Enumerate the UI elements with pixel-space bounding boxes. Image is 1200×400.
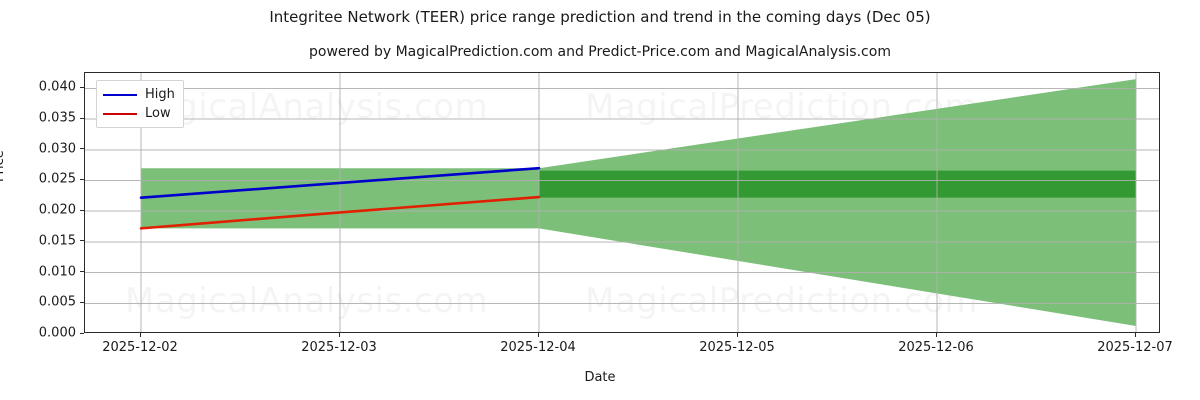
legend-item-high[interactable]: High [103, 85, 175, 104]
x-tick-mark [736, 333, 738, 337]
y-tick-label: 0.000 [38, 325, 76, 341]
x-tick-label: 2025-12-02 [102, 340, 178, 355]
x-tick-mark [935, 333, 937, 337]
y-tick-label: 0.035 [38, 110, 76, 126]
x-tick-mark [338, 333, 340, 337]
y-tick-mark [80, 301, 84, 303]
y-tick-mark [80, 240, 84, 242]
x-tick-label: 2025-12-04 [500, 340, 576, 355]
forecast-cone-light [539, 79, 1136, 327]
legend-swatch-high [103, 93, 137, 96]
x-tick-label: 2025-12-07 [1097, 340, 1173, 355]
legend-swatch-low [103, 112, 137, 115]
y-tick-label: 0.040 [38, 79, 76, 95]
legend-item-low[interactable]: Low [103, 104, 175, 123]
plot-area: MagicalAnalysis.com MagicalPrediction.co… [84, 72, 1160, 333]
x-axis-label: Date [584, 370, 616, 385]
y-tick-mark [80, 178, 84, 180]
chart-title: Integritee Network (TEER) price range pr… [269, 8, 931, 26]
y-tick-label: 0.005 [38, 294, 76, 310]
x-tick-mark [1134, 333, 1136, 337]
y-tick-mark [80, 86, 84, 88]
legend-label-low: Low [145, 106, 171, 121]
legend-label-high: High [145, 87, 175, 102]
y-tick-label: 0.030 [38, 141, 76, 157]
y-tick-mark [80, 209, 84, 211]
x-tick-mark [537, 333, 539, 337]
y-tick-label: 0.015 [38, 233, 76, 249]
x-tick-label: 2025-12-03 [301, 340, 377, 355]
chart-legend: High Low [96, 80, 184, 128]
y-tick-mark [80, 117, 84, 119]
x-tick-label: 2025-12-05 [699, 340, 775, 355]
y-tick-mark [80, 271, 84, 273]
chart-subtitle: powered by MagicalPrediction.com and Pre… [309, 44, 891, 60]
series-line-low [139, 195, 541, 230]
y-tick-label: 0.010 [38, 264, 76, 280]
x-tick-label: 2025-12-06 [898, 340, 974, 355]
y-tick-label: 0.020 [38, 202, 76, 218]
y-tick-mark [80, 148, 84, 150]
series-line-high [139, 166, 541, 199]
x-tick-mark [139, 333, 141, 337]
chart-canvas [85, 73, 1159, 332]
forecast-cone-dark [539, 170, 1136, 198]
y-tick-label: 0.025 [38, 171, 76, 187]
y-tick-mark [80, 332, 84, 334]
